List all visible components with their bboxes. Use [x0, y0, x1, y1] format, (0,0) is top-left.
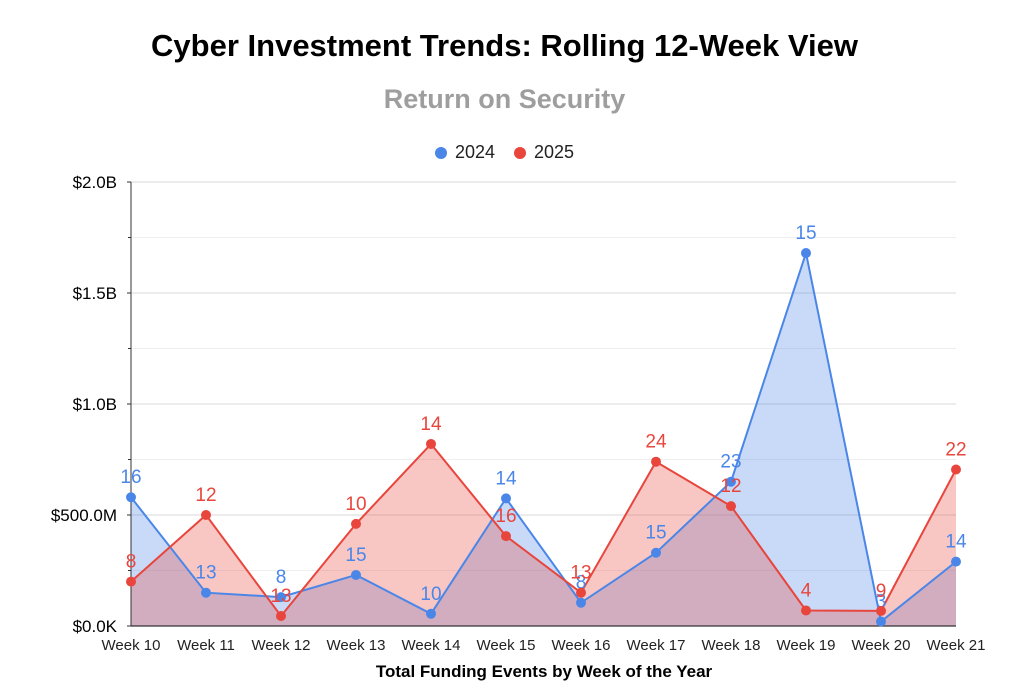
x-tick-label: Week 16 [552, 637, 611, 654]
data-label-2025: 13 [270, 586, 291, 607]
line-series-2025 [130, 442, 957, 618]
data-label-2024: 23 [720, 452, 741, 473]
legend-marker-2025 [514, 146, 526, 159]
data-point-2024 [501, 493, 511, 504]
data-label-2025: 12 [720, 476, 741, 497]
y-tick-label: $0.0K [73, 617, 118, 636]
chart-subtitle: Return on Security [383, 84, 626, 114]
x-tick-label: Week 11 [177, 637, 235, 654]
data-label-2025: 16 [495, 506, 516, 527]
data-point-2024 [876, 616, 886, 627]
data-point-2024 [426, 608, 436, 619]
x-axis-title: Total Funding Events by Week of the Year [375, 662, 713, 681]
data-point-2024 [951, 556, 961, 567]
legend-item-2025[interactable]: 2025 [514, 142, 574, 163]
y-tick-label: $1.0B [73, 395, 117, 414]
data-point-2025 [726, 501, 736, 512]
data-point-2024 [126, 492, 136, 503]
data-point-2025 [351, 518, 361, 529]
data-point-2024 [576, 597, 586, 608]
x-tick-label: Week 14 [402, 637, 461, 654]
data-point-2024 [651, 547, 661, 558]
data-label-2024: 8 [576, 573, 587, 594]
data-point-2025 [801, 605, 811, 616]
y-tick-label: $2.0B [73, 173, 117, 192]
data-label-2024: 15 [645, 523, 666, 544]
data-point-2024 [726, 476, 736, 487]
chart-title: Cyber Investment Trends: Rolling 12-Week… [151, 28, 858, 63]
legend-label-2024: 2024 [454, 142, 495, 162]
x-tick-label: Week 19 [777, 637, 836, 654]
data-point-2024 [351, 569, 361, 580]
data-label-2025: 13 [570, 563, 591, 584]
data-point-2024 [276, 592, 286, 603]
data-point-2025 [576, 587, 586, 598]
data-label-2024: 13 [195, 563, 216, 584]
x-tick-label: Week 13 [327, 637, 386, 654]
data-point-2024 [201, 587, 211, 598]
data-point-2025 [426, 438, 436, 449]
data-label-2025: 14 [420, 414, 442, 435]
data-point-2025 [201, 510, 211, 520]
data-label-2025: 12 [195, 485, 216, 506]
data-label-2025: 8 [126, 552, 137, 573]
data-point-2025 [651, 456, 661, 467]
x-tick-label: Week 15 [477, 637, 536, 654]
legend-marker-2024 [434, 146, 447, 159]
data-label-2025: 4 [801, 580, 812, 601]
data-point-2025 [876, 605, 886, 616]
data-point-2024 [801, 248, 811, 259]
legend-item-2024[interactable]: 2024 [434, 142, 495, 163]
y-tick-label: $1.5B [73, 284, 117, 303]
x-tick-label: Week 17 [627, 637, 686, 654]
x-tick-label: Week 21 [927, 637, 986, 654]
legend-label-2025: 2025 [534, 142, 575, 162]
data-label-2024: 15 [795, 223, 816, 244]
data-point-2025 [501, 531, 511, 542]
data-label-2025: 22 [945, 439, 966, 460]
x-tick-label: Week 12 [252, 637, 311, 654]
data-label-2024: 3 [876, 592, 887, 613]
data-point-2025 [126, 576, 136, 587]
y-tick-label: $500.0M [51, 506, 117, 525]
data-point-2025 [951, 464, 961, 475]
x-tick-label: Week 18 [702, 637, 761, 654]
data-label-2025: 24 [645, 432, 667, 453]
data-label-2024: 16 [120, 467, 141, 488]
line-series-2024 [130, 249, 957, 624]
x-tick-label: Week 10 [102, 637, 161, 654]
data-label-2025: 9 [876, 581, 887, 602]
x-tick-label: Week 20 [852, 637, 911, 654]
data-label-2024: 10 [420, 584, 441, 605]
legend: 2024 2025 [0, 142, 1009, 164]
data-point-2025 [276, 611, 286, 622]
data-label-2024: 15 [345, 545, 366, 566]
data-label-2025: 10 [345, 494, 366, 515]
data-label-2024: 8 [276, 567, 287, 588]
data-label-2024: 14 [945, 532, 967, 553]
data-label-2024: 14 [495, 468, 517, 489]
